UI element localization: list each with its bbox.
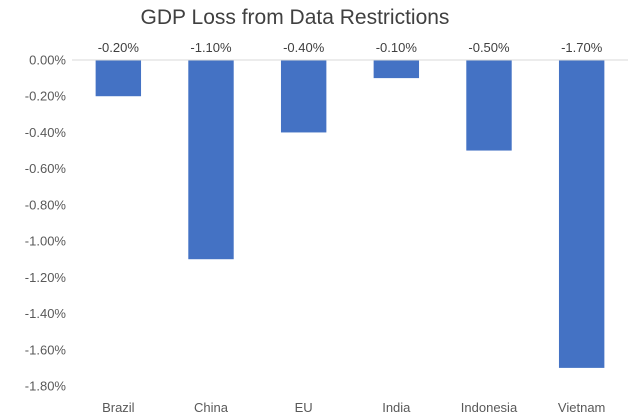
y-tick-label: -0.80% [25, 197, 67, 212]
data-label: -1.10% [190, 40, 232, 55]
bar [558, 60, 605, 368]
x-category-label: India [382, 400, 411, 415]
data-label: -0.10% [376, 40, 418, 55]
y-tick-label: -0.20% [25, 89, 67, 104]
y-tick-label: -1.60% [25, 342, 67, 357]
bar [188, 60, 234, 260]
bar [280, 60, 327, 133]
x-category-label: China [194, 400, 229, 415]
chart-title: GDP Loss from Data Restrictions [140, 6, 450, 29]
y-tick-label: -1.20% [25, 270, 67, 285]
y-tick-label: -0.60% [25, 161, 67, 176]
y-tick-label: -1.40% [25, 306, 67, 321]
data-label: -0.50% [468, 40, 510, 55]
data-label: -1.70% [561, 40, 603, 55]
y-tick-label: -0.40% [25, 125, 67, 140]
x-category-label: Vietnam [558, 400, 605, 415]
x-category-label: EU [295, 400, 313, 415]
x-category-label: Brazil [102, 400, 135, 415]
bar [373, 60, 420, 79]
data-label: -0.20% [98, 40, 140, 55]
bar [95, 60, 142, 97]
y-tick-label: 0.00% [29, 53, 66, 68]
data-label: -0.40% [283, 40, 325, 55]
bar [466, 60, 512, 151]
y-tick-label: -1.80% [25, 379, 67, 394]
x-category-label: Indonesia [461, 400, 518, 415]
y-tick-label: -1.00% [25, 234, 67, 249]
